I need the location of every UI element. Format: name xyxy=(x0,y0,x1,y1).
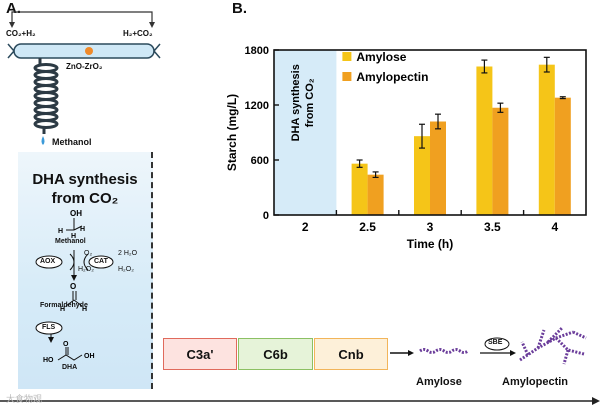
dha-title-line2: from CO₂ xyxy=(51,190,119,207)
reactor-tube xyxy=(13,43,155,59)
h2o2-right-label: H₂O₂ xyxy=(118,266,134,273)
o2-label: O₂ xyxy=(84,250,93,257)
dha-label: DHA xyxy=(62,364,78,371)
svg-text:HO: HO xyxy=(43,357,54,364)
watermark: 大食物观 xyxy=(6,394,43,404)
x-tick-label-3.5: 3.5 xyxy=(484,220,501,234)
fls-label: FLS xyxy=(42,324,56,331)
legend-label-amylopectin: Amylopectin xyxy=(356,70,428,84)
bar-amylose-4 xyxy=(538,64,555,215)
panel-a-label: A. xyxy=(6,0,21,17)
cat-label: CAT xyxy=(94,258,108,265)
co2-h2-left-label: CO₂+H₂ xyxy=(6,29,36,38)
bar-amylose-2.5 xyxy=(351,163,368,215)
legend-swatch-amylose xyxy=(342,52,352,61)
bar-amylopectin-3 xyxy=(430,121,446,215)
methanol-output-label: Methanol xyxy=(52,137,92,147)
legend-swatch-amylopectin xyxy=(342,72,352,81)
y-tick-label-600: 600 xyxy=(251,155,269,167)
bar-amylopectin-4 xyxy=(554,97,571,215)
bar-amylose-3.5 xyxy=(476,66,493,215)
y-tick-label-1800: 1800 xyxy=(245,45,269,57)
cnb-box: Cnb xyxy=(314,338,388,370)
panel-b-label: B. xyxy=(232,0,247,17)
amylopectin-label: Amylopectin xyxy=(502,376,569,388)
svg-text:OH: OH xyxy=(84,353,95,360)
svg-text:H: H xyxy=(80,226,85,233)
cnb-label: Cnb xyxy=(338,346,364,362)
x-tick-label-2: 2 xyxy=(302,220,309,234)
amylose-chain xyxy=(419,348,469,354)
svg-text:O: O xyxy=(63,341,69,348)
c3a-label: C3a' xyxy=(186,346,214,362)
starch-products xyxy=(390,326,587,365)
svg-text:O: O xyxy=(70,282,76,291)
plot-frame xyxy=(273,49,587,216)
y-axis-label: Starch (mg/L) xyxy=(225,94,239,171)
h2o2-left-label: H₂O₂ xyxy=(78,266,94,273)
dha-title: DHA synthesis from CO₂ xyxy=(20,170,150,208)
svg-text:H: H xyxy=(71,233,76,240)
formaldehyde-label: Formaldehyde xyxy=(40,302,88,309)
svg-text:H: H xyxy=(82,306,87,313)
x-axis-label: Time (h) xyxy=(407,237,453,251)
condenser-coil xyxy=(33,58,59,134)
c6b-label: C6b xyxy=(263,346,288,362)
y-tick-label-1200: 1200 xyxy=(245,100,269,112)
bar-amylose-3 xyxy=(414,136,430,215)
bar-amylopectin-3.5 xyxy=(492,107,509,215)
y-tick-label-0: 0 xyxy=(263,210,269,222)
droplet xyxy=(41,136,45,145)
dha-title-line1: DHA synthesis xyxy=(32,171,138,188)
c3a-box: C3a' xyxy=(163,338,237,370)
aox-label: AOX xyxy=(40,258,56,265)
starch-bar-chart: Starch (mg/L) Time (h) DHA synthesis from… xyxy=(225,45,587,251)
svg-text:H: H xyxy=(60,306,65,313)
pathway-diagram: OH H H H O H H O HO OH xyxy=(35,209,114,364)
x-tick-label-2.5: 2.5 xyxy=(359,220,376,234)
dha-region-shade xyxy=(274,50,337,215)
amylopectin-branches xyxy=(519,326,587,365)
methanol-label: Methanol xyxy=(55,238,86,245)
amylose-label: Amylose xyxy=(416,376,462,388)
dha-synthesis-panel xyxy=(18,152,153,389)
region-label-line1: DHA synthesis xyxy=(290,64,302,141)
x-tick-label-4: 4 xyxy=(551,220,558,234)
legend-label-amylose: Amylose xyxy=(356,50,406,64)
svg-text:H: H xyxy=(58,228,63,235)
catalyst-label: ZnO-ZrO₂ xyxy=(66,62,103,71)
h2o-label: 2 H₂O xyxy=(118,250,138,257)
catalyst-dot xyxy=(85,47,93,55)
sbe-label: SBE xyxy=(488,339,503,346)
x-tick-label-3: 3 xyxy=(427,220,434,234)
c6b-box: C6b xyxy=(238,338,313,370)
region-label-line2: from CO₂ xyxy=(304,78,316,127)
h2-co2-right-label: H₂+CO₂ xyxy=(123,29,153,38)
svg-text:OH: OH xyxy=(70,209,82,218)
bar-amylopectin-2.5 xyxy=(367,174,384,215)
